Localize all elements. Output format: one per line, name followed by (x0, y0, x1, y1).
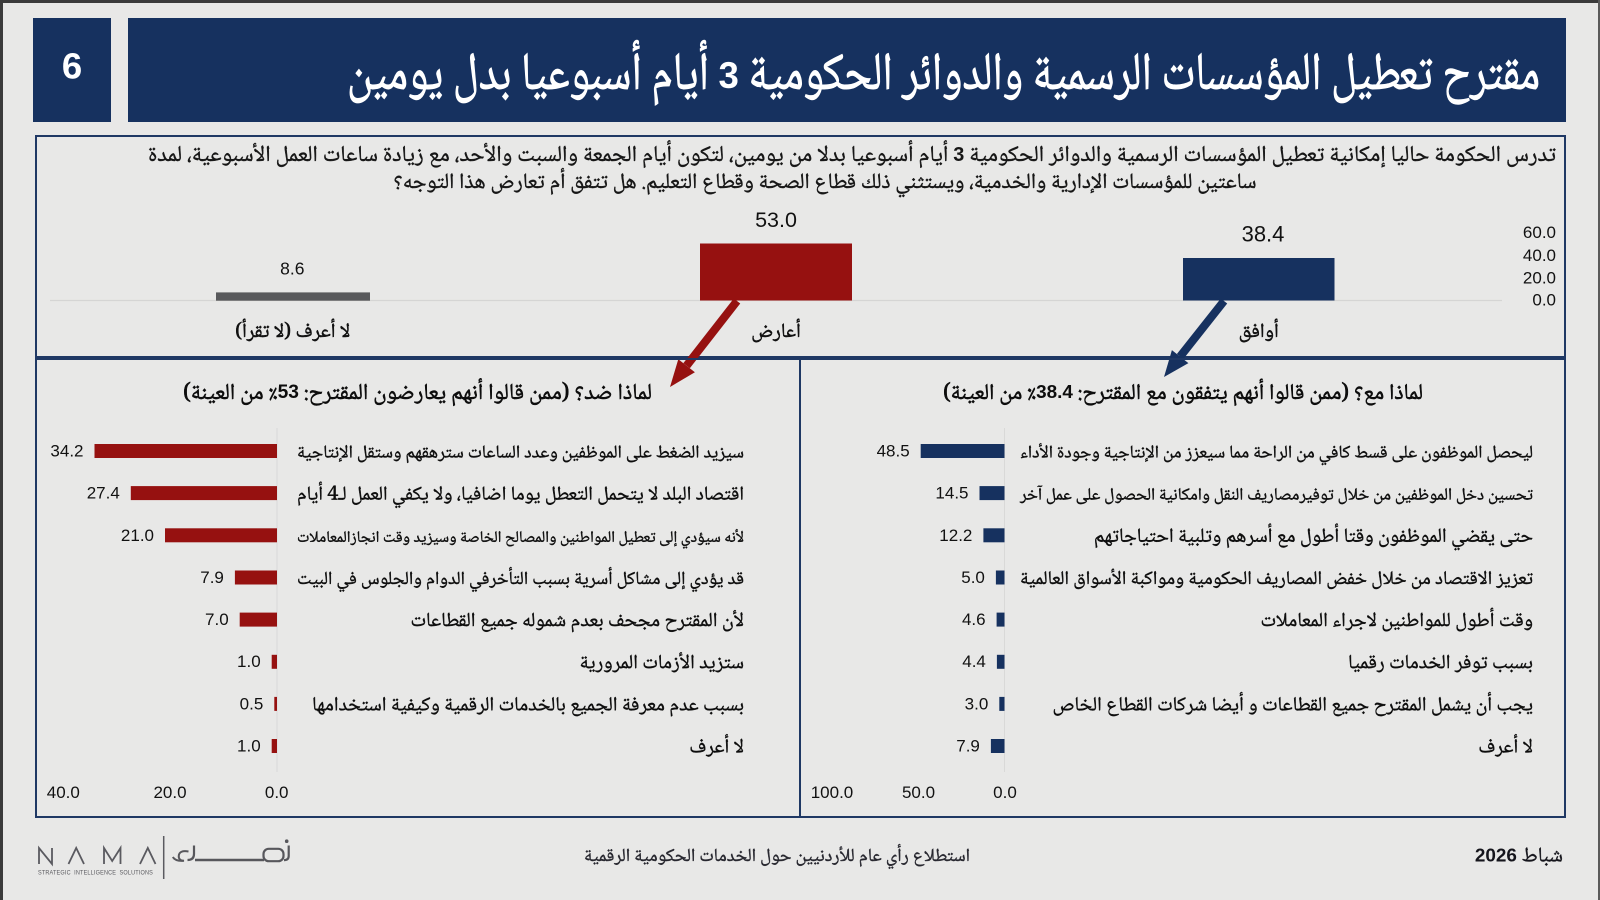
svg-text:7.9: 7.9 (956, 737, 980, 756)
svg-text:38.4: 38.4 (1242, 222, 1285, 247)
svg-text:5.0: 5.0 (961, 568, 985, 587)
svg-text:53.0: 53.0 (755, 208, 797, 232)
svg-text:100.0: 100.0 (811, 783, 854, 802)
svg-text:2026: 2026 (1475, 846, 1517, 867)
svg-text:53: 53 (278, 382, 299, 403)
svg-text:7.0: 7.0 (205, 610, 229, 629)
svg-text:4.4: 4.4 (962, 652, 986, 671)
svg-text:0.5: 0.5 (240, 694, 264, 713)
svg-text:3: 3 (953, 144, 964, 166)
svg-text:60.0: 60.0 (1523, 223, 1556, 242)
svg-text:38.4: 38.4 (1036, 382, 1073, 403)
svg-text:14.5: 14.5 (935, 484, 968, 503)
svg-text:8.6: 8.6 (280, 259, 304, 279)
svg-text:50.0: 50.0 (902, 783, 935, 802)
svg-text:4.6: 4.6 (962, 610, 986, 629)
svg-text:27.4: 27.4 (87, 484, 120, 503)
svg-text:0.0: 0.0 (265, 783, 289, 802)
svg-text:3.0: 3.0 (965, 694, 989, 713)
svg-text:20.0: 20.0 (1523, 269, 1556, 288)
svg-text:6: 6 (62, 46, 82, 87)
svg-text:7.9: 7.9 (200, 568, 224, 587)
svg-text:20.0: 20.0 (153, 783, 186, 802)
svg-text:21.0: 21.0 (121, 526, 154, 545)
svg-text:0.0: 0.0 (1532, 291, 1556, 310)
svg-text:34.2: 34.2 (50, 442, 83, 461)
svg-text:40.0: 40.0 (47, 783, 80, 802)
svg-text:0.0: 0.0 (993, 783, 1017, 802)
svg-text:40.0: 40.0 (1523, 246, 1556, 265)
svg-text:1.0: 1.0 (237, 652, 261, 671)
svg-text:1.0: 1.0 (237, 737, 261, 756)
svg-text:12.2: 12.2 (939, 526, 972, 545)
svg-text:3: 3 (719, 55, 739, 96)
svg-text:STRATEGIC INTELLIGENCE SOLUT: STRATEGIC INTELLIGENCE SOLUTIONS (38, 870, 153, 877)
svg-text:48.5: 48.5 (877, 442, 910, 461)
